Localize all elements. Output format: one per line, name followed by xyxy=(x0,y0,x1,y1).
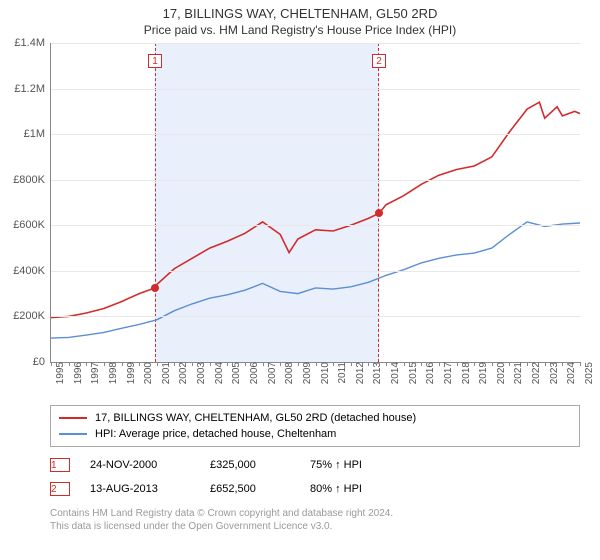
chart-legend: 17, BILLINGS WAY, CHELTENHAM, GL50 2RD (… xyxy=(50,405,580,447)
legend-label: HPI: Average price, detached house, Chel… xyxy=(95,428,336,440)
x-axis-label: 2006 xyxy=(247,362,260,384)
x-axis-label: 2025 xyxy=(582,362,595,384)
x-axis-label: 2015 xyxy=(406,362,419,384)
y-axis-label: £1.2M xyxy=(14,83,51,95)
x-axis-label: 2010 xyxy=(318,362,331,384)
x-axis-label: 2011 xyxy=(335,362,348,384)
y-axis-label: £600K xyxy=(13,219,51,231)
x-axis-label: 1997 xyxy=(88,362,101,384)
x-axis-label: 2001 xyxy=(159,362,172,384)
sale-index-box: 2 xyxy=(50,482,70,496)
x-tick xyxy=(192,362,193,366)
x-axis-label: 2021 xyxy=(511,362,524,384)
x-axis-label: 2004 xyxy=(212,362,225,384)
x-axis-label: 2014 xyxy=(388,362,401,384)
y-axis-label: £800K xyxy=(13,174,51,186)
x-tick xyxy=(51,362,52,366)
footer-line: This data is licensed under the Open Gov… xyxy=(50,520,580,533)
sale-date: 24-NOV-2000 xyxy=(90,459,210,471)
sale-pct-vs-hpi: 80% ↑ HPI xyxy=(310,483,410,495)
gridline xyxy=(51,180,580,181)
legend-item: 17, BILLINGS WAY, CHELTENHAM, GL50 2RD (… xyxy=(59,410,571,426)
x-tick xyxy=(545,362,546,366)
x-axis-label: 2008 xyxy=(282,362,295,384)
x-axis-label: 2000 xyxy=(141,362,154,384)
chart-lines-svg xyxy=(51,43,580,362)
x-axis-label: 1995 xyxy=(53,362,66,384)
sale-pct-vs-hpi: 75% ↑ HPI xyxy=(310,459,410,471)
x-axis-label: 2017 xyxy=(441,362,454,384)
x-axis-label: 2019 xyxy=(476,362,489,384)
x-axis-label: 2012 xyxy=(353,362,366,384)
gridline xyxy=(51,134,580,135)
x-axis-label: 1999 xyxy=(124,362,137,384)
sale-date: 13-AUG-2013 xyxy=(90,483,210,495)
footer-line: Contains HM Land Registry data © Crown c… xyxy=(50,507,580,520)
x-axis-label: 2007 xyxy=(265,362,278,384)
x-tick xyxy=(245,362,246,366)
x-tick xyxy=(210,362,211,366)
x-tick xyxy=(580,362,581,366)
chart-subtitle: Price paid vs. HM Land Registry's House … xyxy=(0,23,600,37)
y-axis-label: £400K xyxy=(13,265,51,277)
sale-index-box: 1 xyxy=(50,458,70,472)
x-axis-label: 2005 xyxy=(229,362,242,384)
sale-data-point xyxy=(151,284,159,292)
x-axis-label: 1996 xyxy=(71,362,84,384)
sales-table: 1 24-NOV-2000 £325,000 75% ↑ HPI 2 13-AU… xyxy=(50,453,580,501)
title-block: 17, BILLINGS WAY, CHELTENHAM, GL50 2RD P… xyxy=(0,0,600,39)
x-tick xyxy=(104,362,105,366)
sales-row: 1 24-NOV-2000 £325,000 75% ↑ HPI xyxy=(50,453,580,477)
x-axis-label: 2003 xyxy=(194,362,207,384)
x-axis-label: 2020 xyxy=(494,362,507,384)
sale-marker-box: 1 xyxy=(148,54,162,68)
x-tick xyxy=(457,362,458,366)
x-tick xyxy=(527,362,528,366)
sale-marker-box: 2 xyxy=(372,54,386,68)
gridline xyxy=(51,225,580,226)
x-tick xyxy=(157,362,158,366)
chart-title: 17, BILLINGS WAY, CHELTENHAM, GL50 2RD xyxy=(0,6,600,21)
x-tick xyxy=(351,362,352,366)
footer-attribution: Contains HM Land Registry data © Crown c… xyxy=(50,507,580,533)
x-tick xyxy=(386,362,387,366)
x-axis-label: 2023 xyxy=(547,362,560,384)
legend-item: HPI: Average price, detached house, Chel… xyxy=(59,426,571,442)
x-axis-label: 2016 xyxy=(423,362,436,384)
x-axis-label: 2022 xyxy=(529,362,542,384)
x-tick xyxy=(439,362,440,366)
legend-swatch xyxy=(59,433,87,435)
sale-price: £652,500 xyxy=(210,483,310,495)
x-tick xyxy=(298,362,299,366)
gridline xyxy=(51,89,580,90)
y-axis-label: £200K xyxy=(13,310,51,322)
x-axis-label: 2024 xyxy=(564,362,577,384)
x-tick xyxy=(69,362,70,366)
chart-plot-area: £0£200K£400K£600K£800K£1M£1.2M£1.4M19951… xyxy=(50,43,580,363)
sales-row: 2 13-AUG-2013 £652,500 80% ↑ HPI xyxy=(50,477,580,501)
sale-price: £325,000 xyxy=(210,459,310,471)
x-axis-label: 1998 xyxy=(106,362,119,384)
x-tick xyxy=(139,362,140,366)
y-axis-label: £1M xyxy=(24,128,51,140)
x-tick xyxy=(263,362,264,366)
x-axis-label: 2013 xyxy=(370,362,383,384)
y-axis-label: £1.4M xyxy=(14,37,51,49)
x-axis-label: 2002 xyxy=(176,362,189,384)
gridline xyxy=(51,43,580,44)
legend-swatch xyxy=(59,417,87,419)
sale-data-point xyxy=(375,209,383,217)
x-tick xyxy=(122,362,123,366)
x-tick xyxy=(492,362,493,366)
gridline xyxy=(51,316,580,317)
y-axis-label: £0 xyxy=(33,356,51,368)
series-line xyxy=(51,222,580,338)
x-axis-label: 2018 xyxy=(459,362,472,384)
x-tick xyxy=(404,362,405,366)
x-axis-label: 2009 xyxy=(300,362,313,384)
legend-label: 17, BILLINGS WAY, CHELTENHAM, GL50 2RD (… xyxy=(95,412,416,424)
x-tick xyxy=(333,362,334,366)
x-tick xyxy=(316,362,317,366)
gridline xyxy=(51,271,580,272)
